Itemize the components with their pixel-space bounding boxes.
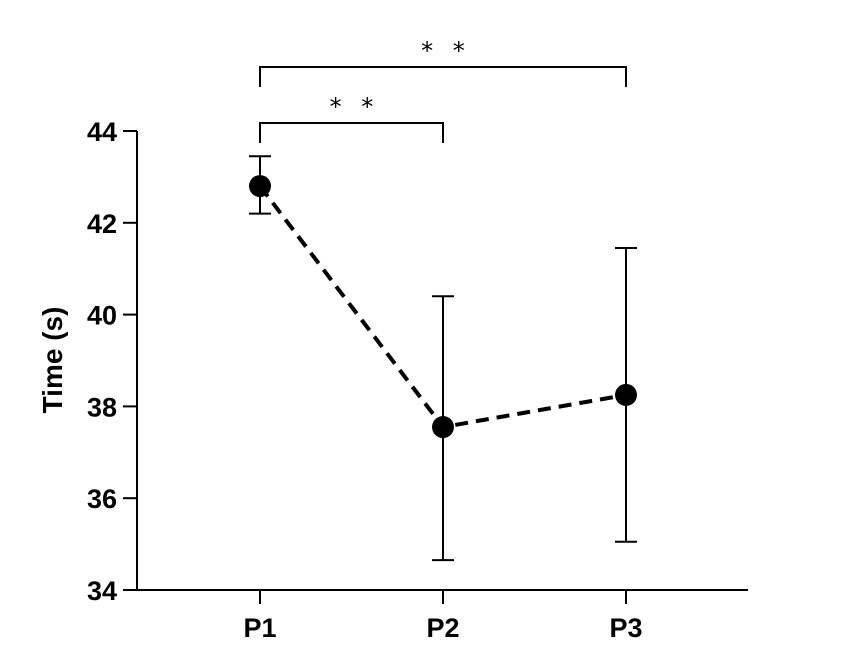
data-point-p2: [432, 416, 454, 439]
data-point-p1: [249, 175, 271, 198]
error-bars: [249, 155, 637, 562]
y-tick-label: 42: [87, 209, 117, 239]
significance-bracket: * *: [259, 37, 627, 87]
y-ticks: 34 36 38 40 42 44: [87, 117, 137, 606]
y-tick-label: 44: [87, 117, 117, 147]
data-point-p3: [615, 383, 637, 406]
x-ticks: P1 P2 P3: [243, 590, 643, 643]
y-axis-title: Time (s): [37, 307, 68, 414]
significance-brackets: * * * *: [259, 37, 627, 143]
x-tick-label-p3: P3: [609, 613, 642, 643]
significance-label: * *: [330, 93, 380, 121]
x-tick-label-p1: P1: [243, 613, 276, 643]
y-tick-label: 36: [87, 484, 117, 514]
x-tick-label-p2: P2: [426, 613, 459, 643]
data-points: [249, 175, 637, 439]
y-tick-label: 34: [87, 576, 117, 606]
y-tick-label: 40: [87, 301, 117, 331]
y-tick-label: 38: [87, 392, 117, 422]
significance-label: * *: [421, 37, 471, 65]
significance-bracket: * *: [259, 93, 444, 143]
